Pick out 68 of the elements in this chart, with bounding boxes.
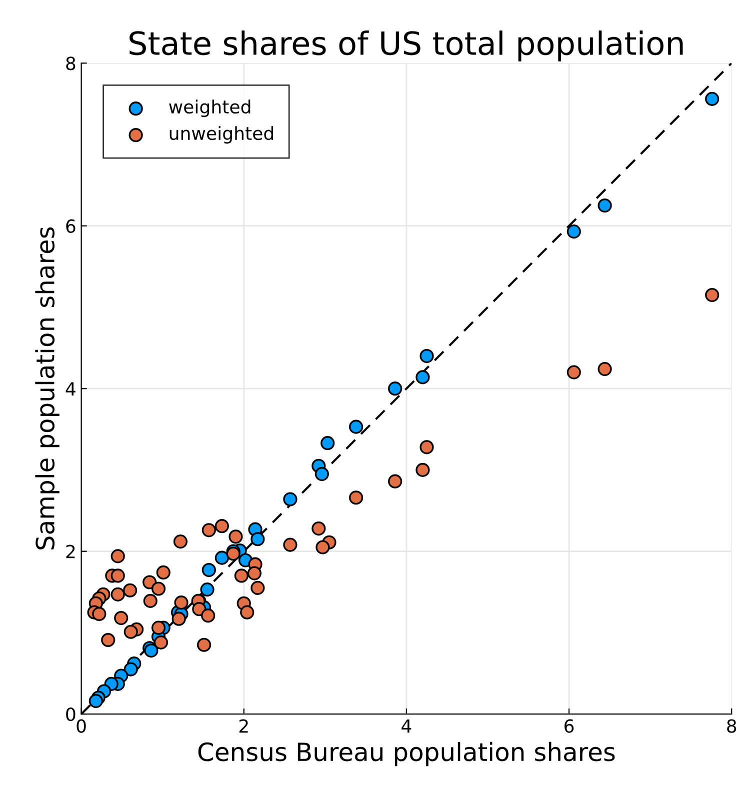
chart-title: State shares of US total population <box>130 30 683 62</box>
point <box>250 580 265 595</box>
point <box>144 644 158 658</box>
x-tick-label: 0 <box>76 719 86 733</box>
point <box>312 521 326 536</box>
point <box>416 462 430 477</box>
x-tick-label: 4 <box>402 719 412 733</box>
point <box>250 532 265 546</box>
point <box>598 362 612 376</box>
point <box>92 606 106 622</box>
y-tick-label: 6 <box>66 219 76 233</box>
point <box>320 436 335 450</box>
x-axis-title: Census Bureau population shares <box>198 742 615 766</box>
point <box>143 594 158 608</box>
point <box>388 382 402 396</box>
point <box>151 582 166 596</box>
point <box>349 490 364 505</box>
point <box>566 365 581 380</box>
point <box>123 583 138 598</box>
point <box>201 608 216 623</box>
point <box>214 550 229 565</box>
point <box>349 420 364 434</box>
x-tick-label: 2 <box>239 719 248 733</box>
y-tick-label: 4 <box>66 382 76 396</box>
point <box>228 530 243 544</box>
point <box>316 540 330 554</box>
point <box>110 568 125 583</box>
point <box>114 610 128 626</box>
point <box>226 546 240 561</box>
point <box>416 370 430 384</box>
x-tick-label: 8 <box>727 719 736 733</box>
point <box>173 534 188 549</box>
point <box>566 224 581 239</box>
y-tick-label: 8 <box>66 56 76 70</box>
point <box>420 348 434 364</box>
point <box>110 549 125 564</box>
point <box>202 562 216 578</box>
point <box>172 612 186 626</box>
point <box>705 288 720 302</box>
point <box>110 587 125 602</box>
point <box>124 624 138 639</box>
y-tick-label: 2 <box>66 544 75 558</box>
point <box>234 568 248 583</box>
point <box>88 694 103 708</box>
point <box>388 474 402 488</box>
point <box>705 92 720 106</box>
point <box>283 492 298 506</box>
point <box>200 582 214 597</box>
x-tick-label: 6 <box>564 719 574 733</box>
point <box>283 538 298 552</box>
legend-label: unweighted <box>170 126 274 144</box>
point <box>151 620 166 635</box>
point <box>214 519 229 534</box>
point <box>156 565 170 580</box>
point <box>174 596 188 610</box>
point <box>247 566 262 580</box>
legend-label: weighted <box>169 100 250 118</box>
point <box>101 632 116 648</box>
point <box>314 466 329 482</box>
y-axis-title: Sample population shares <box>35 227 60 550</box>
point <box>154 635 168 650</box>
point <box>598 198 612 213</box>
point <box>420 440 434 454</box>
point <box>196 638 212 652</box>
point <box>202 523 216 538</box>
y-tick-label: 0 <box>66 708 76 722</box>
point <box>240 605 254 620</box>
point <box>124 662 138 676</box>
